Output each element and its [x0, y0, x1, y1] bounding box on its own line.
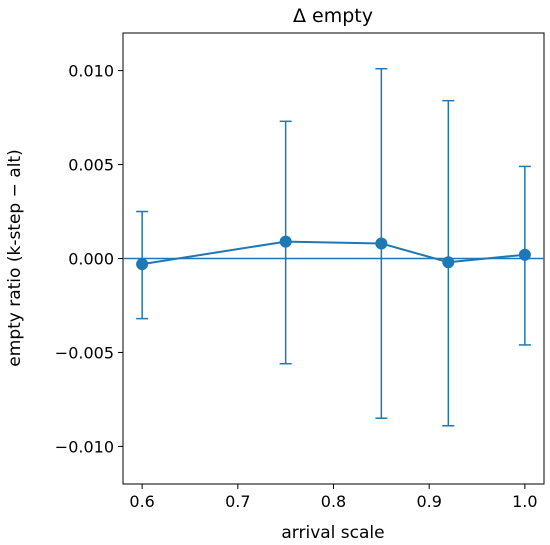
x-tick-label: 1.0 — [512, 492, 537, 511]
y-axis-label: empty ratio (k-step − alt) — [5, 149, 25, 366]
x-tick-label: 0.7 — [225, 492, 250, 511]
y-tick-label: −0.005 — [55, 343, 114, 362]
data-point — [136, 258, 149, 271]
y-axis-ticks: 0.010 0.005 0.000 −0.005 −0.010 — [55, 62, 123, 456]
y-tick-label: 0.005 — [68, 156, 114, 175]
y-tick-label: 0.000 — [68, 250, 114, 269]
series-group — [136, 67, 531, 427]
x-tick-label: 0.9 — [416, 492, 441, 511]
chart-title: Δ empty — [293, 5, 373, 27]
x-axis-ticks: 0.6 0.7 0.8 0.9 1.0 — [129, 484, 538, 511]
x-tick-label: 0.6 — [129, 492, 154, 511]
series-line — [141, 240, 525, 266]
data-point — [518, 248, 531, 261]
data-point — [442, 256, 455, 269]
x-axis-label: arrival scale — [281, 523, 384, 543]
x-tick-label: 0.8 — [321, 492, 346, 511]
y-tick-label: 0.010 — [68, 62, 114, 81]
y-tick-label: −0.010 — [55, 437, 114, 456]
data-point — [279, 235, 292, 248]
data-point — [375, 237, 388, 250]
